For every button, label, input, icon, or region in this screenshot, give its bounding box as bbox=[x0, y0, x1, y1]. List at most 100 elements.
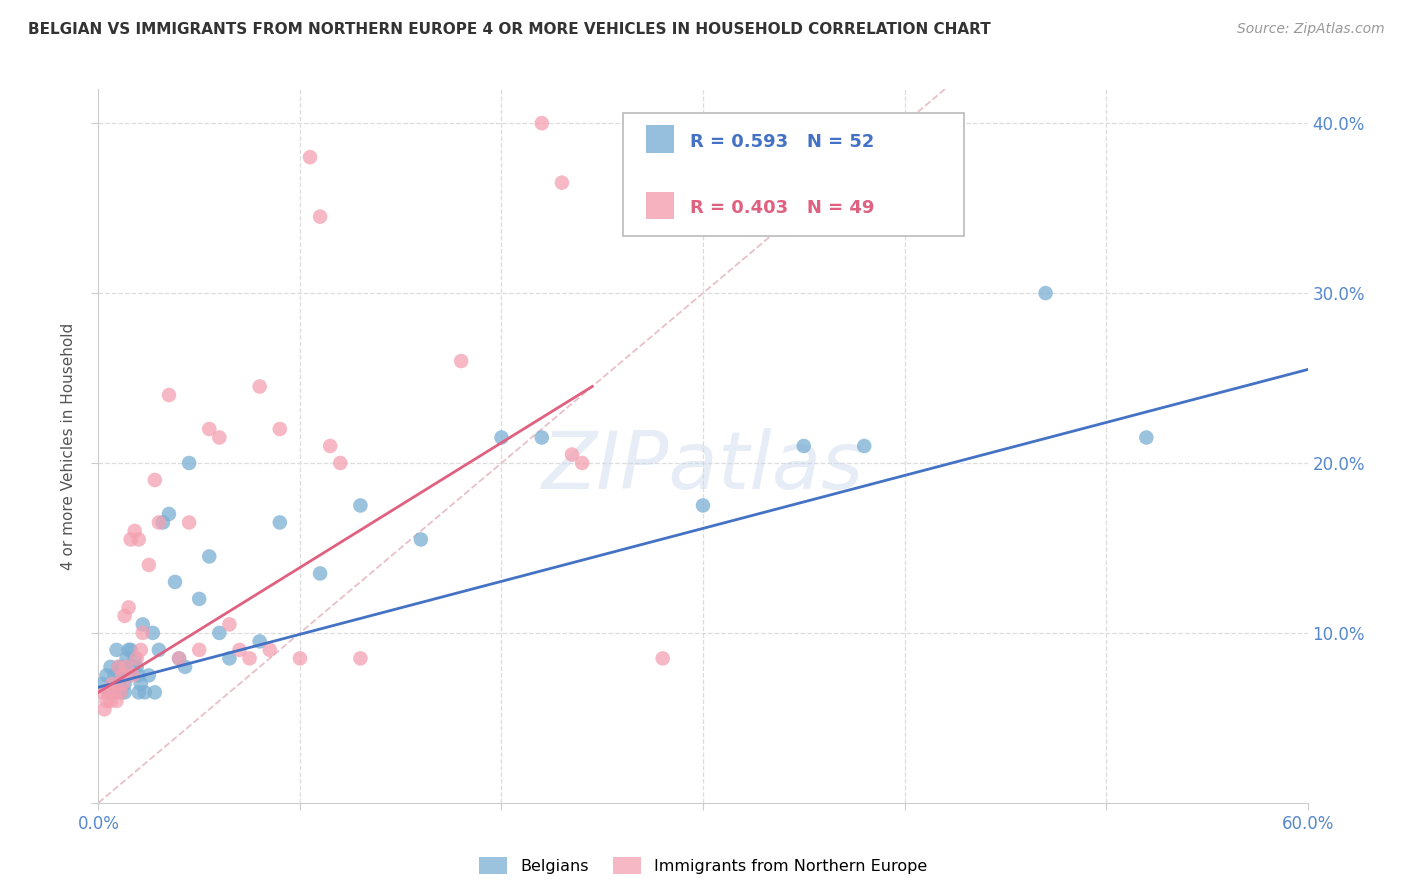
Point bbox=[249, 634, 271, 648]
Point bbox=[188, 643, 211, 657]
Point bbox=[143, 685, 166, 699]
Point bbox=[349, 651, 371, 665]
Point bbox=[692, 499, 714, 513]
Point bbox=[349, 499, 371, 513]
Point bbox=[167, 651, 190, 665]
Text: BELGIAN VS IMMIGRANTS FROM NORTHERN EUROPE 4 OR MORE VEHICLES IN HOUSEHOLD CORRE: BELGIAN VS IMMIGRANTS FROM NORTHERN EURO… bbox=[28, 22, 991, 37]
Point bbox=[571, 456, 593, 470]
Point bbox=[651, 651, 673, 665]
Point bbox=[93, 702, 115, 716]
Point bbox=[124, 524, 146, 538]
Point bbox=[129, 643, 152, 657]
Point bbox=[107, 677, 129, 691]
Point bbox=[97, 685, 120, 699]
Point bbox=[103, 668, 125, 682]
Point bbox=[134, 685, 156, 699]
Point bbox=[91, 677, 114, 691]
Point bbox=[105, 643, 128, 657]
Point bbox=[111, 668, 134, 682]
Point bbox=[107, 660, 129, 674]
Legend: Belgians, Immigrants from Northern Europe: Belgians, Immigrants from Northern Europ… bbox=[472, 851, 934, 880]
Point bbox=[163, 574, 186, 589]
Point bbox=[128, 685, 150, 699]
Point bbox=[218, 651, 240, 665]
Point bbox=[239, 651, 262, 665]
Point bbox=[179, 456, 201, 470]
Point bbox=[551, 176, 574, 190]
Y-axis label: 4 or more Vehicles in Household: 4 or more Vehicles in Household bbox=[60, 322, 76, 570]
Point bbox=[319, 439, 342, 453]
Point bbox=[110, 685, 132, 699]
Point bbox=[143, 473, 166, 487]
Point bbox=[269, 516, 291, 530]
Point bbox=[138, 668, 160, 682]
Point bbox=[208, 626, 231, 640]
Point bbox=[198, 422, 221, 436]
Point bbox=[132, 617, 155, 632]
Point bbox=[530, 116, 553, 130]
Point bbox=[107, 660, 129, 674]
Point bbox=[450, 354, 472, 368]
Point bbox=[107, 668, 129, 682]
Point bbox=[96, 668, 118, 682]
Point bbox=[115, 660, 138, 674]
Point bbox=[208, 430, 231, 444]
Point bbox=[118, 668, 141, 682]
Point bbox=[269, 422, 291, 436]
Point bbox=[174, 660, 197, 674]
Point bbox=[152, 516, 174, 530]
Point bbox=[114, 677, 136, 691]
Point bbox=[142, 626, 165, 640]
Point bbox=[128, 668, 150, 682]
Point bbox=[409, 533, 432, 547]
Point bbox=[793, 439, 815, 453]
Point bbox=[118, 643, 141, 657]
Point bbox=[853, 439, 876, 453]
Point bbox=[120, 533, 142, 547]
Text: R = 0.403   N = 49: R = 0.403 N = 49 bbox=[689, 200, 875, 218]
Point bbox=[188, 591, 211, 606]
Point bbox=[96, 694, 118, 708]
Point bbox=[103, 685, 125, 699]
Point bbox=[288, 651, 311, 665]
Point bbox=[228, 643, 250, 657]
Point bbox=[101, 677, 124, 691]
Point bbox=[491, 430, 513, 444]
Point bbox=[121, 660, 143, 674]
Point bbox=[259, 643, 281, 657]
Point bbox=[128, 533, 150, 547]
Text: ZIPatlas: ZIPatlas bbox=[541, 428, 865, 507]
Point bbox=[124, 651, 146, 665]
Point bbox=[1135, 430, 1157, 444]
Point bbox=[111, 660, 134, 674]
Point bbox=[125, 660, 148, 674]
Point bbox=[125, 651, 148, 665]
Point bbox=[100, 660, 122, 674]
Point bbox=[218, 617, 240, 632]
Text: Source: ZipAtlas.com: Source: ZipAtlas.com bbox=[1237, 22, 1385, 37]
Point bbox=[132, 626, 155, 640]
Point bbox=[198, 549, 221, 564]
Point bbox=[121, 668, 143, 682]
Point bbox=[111, 677, 134, 691]
Point bbox=[97, 685, 120, 699]
Point bbox=[110, 685, 132, 699]
Point bbox=[114, 685, 136, 699]
Point bbox=[309, 566, 332, 581]
Point bbox=[138, 558, 160, 572]
Point bbox=[157, 507, 180, 521]
Point bbox=[114, 608, 136, 623]
Point bbox=[179, 516, 201, 530]
Point bbox=[299, 150, 322, 164]
Point bbox=[157, 388, 180, 402]
Point bbox=[91, 685, 114, 699]
Point bbox=[561, 448, 583, 462]
Point bbox=[101, 685, 124, 699]
Point bbox=[129, 677, 152, 691]
Point bbox=[118, 600, 141, 615]
Text: R = 0.593   N = 52: R = 0.593 N = 52 bbox=[689, 133, 875, 151]
Point bbox=[120, 643, 142, 657]
Point bbox=[115, 651, 138, 665]
Point bbox=[329, 456, 352, 470]
Point bbox=[1035, 286, 1057, 301]
